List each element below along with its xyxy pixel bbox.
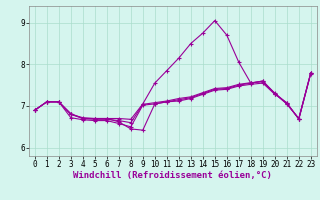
X-axis label: Windchill (Refroidissement éolien,°C): Windchill (Refroidissement éolien,°C) <box>73 171 272 180</box>
